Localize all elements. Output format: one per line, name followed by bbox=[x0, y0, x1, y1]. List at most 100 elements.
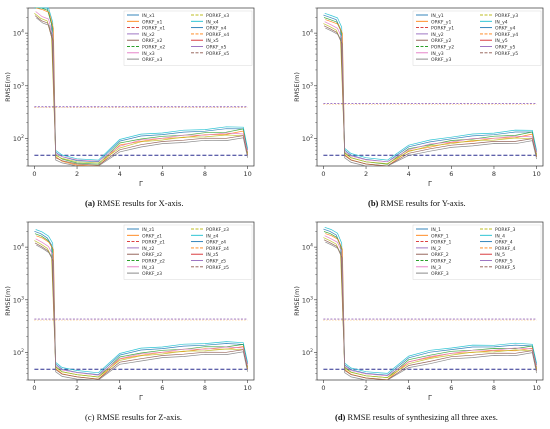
y-tick-label: 103 bbox=[13, 295, 24, 304]
series-line-in bbox=[324, 226, 537, 374]
legend-label: ORKF_x4 bbox=[206, 26, 226, 32]
y-axis-label: RMSE(m) bbox=[4, 72, 12, 102]
legend-label: IN_z3 bbox=[142, 265, 154, 271]
x-tick-label: 0 bbox=[32, 384, 36, 392]
x-tick-label: 4 bbox=[407, 384, 411, 392]
series-line-orkf bbox=[34, 240, 248, 378]
series-line-orkf bbox=[324, 21, 537, 163]
legend-label: ORKF_z3 bbox=[142, 271, 162, 277]
series-line-orkf bbox=[36, 17, 248, 167]
x-tick-label: 0 bbox=[321, 170, 325, 178]
y-tick-label: 102 bbox=[302, 134, 313, 143]
y-tick-label: 103 bbox=[13, 81, 24, 90]
legend-label: ORKF_y1 bbox=[431, 19, 451, 25]
series-line-in bbox=[34, 230, 248, 375]
legend-label: ORKF_y2 bbox=[431, 38, 451, 44]
y-tick-label: 104 bbox=[302, 243, 313, 252]
chart-panel-d: 0 2 4 6 8 10102103104ΓRMSE(m)IN_1ORKF_1PORKF_… bbox=[293, 221, 544, 402]
x-tick-label: 6 bbox=[449, 384, 453, 392]
legend-label: PORKF_z3 bbox=[206, 227, 229, 233]
x-tick-label: 6 bbox=[160, 170, 164, 178]
legend-label: ORKF_z4 bbox=[206, 240, 226, 246]
caption-c: (c) RMSE results for Z-axis. bbox=[85, 412, 182, 422]
chart-panel-a: 0 2 4 6 8 10102103104ΓRMSE(m)IN_x1ORKF_x1PORK… bbox=[4, 7, 255, 188]
caption-d-text: RMSE results of synthesizing all three a… bbox=[345, 412, 498, 422]
legend-label: ORKF_y4 bbox=[495, 26, 515, 32]
legend-label: IN_5 bbox=[495, 252, 505, 258]
legend-label: PORKF_5 bbox=[495, 265, 516, 271]
chart-panel-c: 0 2 4 6 8 10102103104ΓRMSE(m)IN_z1ORKF_z1PORK… bbox=[4, 221, 255, 402]
y-tick-label: 103 bbox=[302, 81, 313, 90]
caption-b-text: RMSE results for Y-axis. bbox=[378, 198, 466, 208]
plot-frame bbox=[27, 221, 255, 381]
legend-label: PORKF_3 bbox=[495, 227, 516, 233]
legend-label: ORKF_z2 bbox=[142, 252, 162, 258]
legend-label: IN_1 bbox=[431, 227, 441, 233]
x-tick-label: 6 bbox=[160, 384, 164, 392]
legend-label: ORKF_5 bbox=[495, 259, 513, 265]
plot-frame bbox=[316, 221, 544, 381]
legend-label: PORKF_z1 bbox=[142, 240, 165, 246]
legend-label: IN_z1 bbox=[142, 227, 154, 233]
legend-label: IN_y5 bbox=[495, 38, 508, 44]
caption-a-tag: (a) bbox=[85, 198, 95, 208]
caption-d: (d) RMSE results of synthesizing all thr… bbox=[335, 412, 498, 422]
caption-b: (b) RMSE results for Y-axis. bbox=[368, 198, 466, 208]
y-tick-label: 104 bbox=[13, 29, 24, 38]
series-line-orkf bbox=[324, 235, 537, 377]
legend-label: ORKF_z5 bbox=[206, 259, 226, 265]
legend-label: ORKF_1 bbox=[431, 233, 449, 239]
legend-label: PORKF_z4 bbox=[206, 246, 229, 252]
legend-label: PORKF_y4 bbox=[495, 32, 518, 38]
legend-label: IN_y3 bbox=[431, 51, 444, 57]
x-tick-label: 2 bbox=[364, 384, 368, 392]
legend-label: IN_y1 bbox=[431, 13, 444, 19]
legend-box bbox=[123, 10, 253, 66]
y-tick-label: 103 bbox=[302, 295, 313, 304]
series-line-in bbox=[35, 7, 248, 161]
series-line-orkf bbox=[325, 27, 537, 167]
legend-label: IN_z4 bbox=[206, 233, 218, 239]
y-axis-label: RMSE(m) bbox=[293, 286, 301, 316]
legend-label: IN_x5 bbox=[206, 38, 219, 44]
legend-label: PORKF_y3 bbox=[495, 13, 518, 19]
x-tick-label: 4 bbox=[407, 170, 411, 178]
legend-label: PORKF_y1 bbox=[431, 26, 454, 32]
legend-label: PORKF_x3 bbox=[206, 13, 229, 19]
x-tick-label: 6 bbox=[449, 170, 453, 178]
legend-label: ORKF_y3 bbox=[431, 57, 451, 63]
legend-label: PORKF_x5 bbox=[206, 51, 229, 57]
y-tick-label: 104 bbox=[13, 243, 24, 252]
x-tick-label: 10 bbox=[532, 170, 540, 178]
legend-label: PORKF_x4 bbox=[206, 32, 229, 38]
caption-a: (a) RMSE results for X-axis. bbox=[85, 198, 183, 208]
legend-label: ORKF_z1 bbox=[142, 233, 162, 239]
legend-label: PORKF_y2 bbox=[431, 45, 454, 51]
x-axis-label: Γ bbox=[139, 394, 143, 402]
legend-label: ORKF_3 bbox=[431, 271, 449, 277]
y-axis-label: RMSE(m) bbox=[293, 72, 301, 102]
legend-label: IN_x1 bbox=[142, 13, 155, 19]
caption-a-text: RMSE results for X-axis. bbox=[94, 198, 184, 208]
x-tick-label: 10 bbox=[243, 384, 251, 392]
plot-frame bbox=[316, 7, 544, 167]
legend-label: IN_y2 bbox=[431, 32, 444, 38]
series-line-orkf bbox=[35, 238, 248, 376]
x-tick-label: 4 bbox=[118, 170, 122, 178]
legend-label: ORKF_4 bbox=[495, 240, 513, 246]
y-axis-label: RMSE(m) bbox=[4, 286, 12, 316]
x-tick-label: 2 bbox=[75, 384, 79, 392]
series-line-orkf bbox=[34, 15, 248, 166]
x-tick-label: 8 bbox=[203, 384, 207, 392]
x-tick-label: 8 bbox=[203, 170, 207, 178]
y-tick-label: 102 bbox=[13, 134, 24, 143]
legend-label: ORKF_x2 bbox=[142, 38, 162, 44]
legend-label: IN_y4 bbox=[495, 19, 508, 25]
caption-c-text: RMSE results for Z-axis. bbox=[94, 412, 183, 422]
x-tick-label: 4 bbox=[118, 384, 122, 392]
series-line-in bbox=[35, 229, 248, 374]
legend-box bbox=[412, 10, 542, 66]
legend-label: IN_z2 bbox=[142, 246, 154, 252]
x-tick-label: 8 bbox=[492, 384, 496, 392]
